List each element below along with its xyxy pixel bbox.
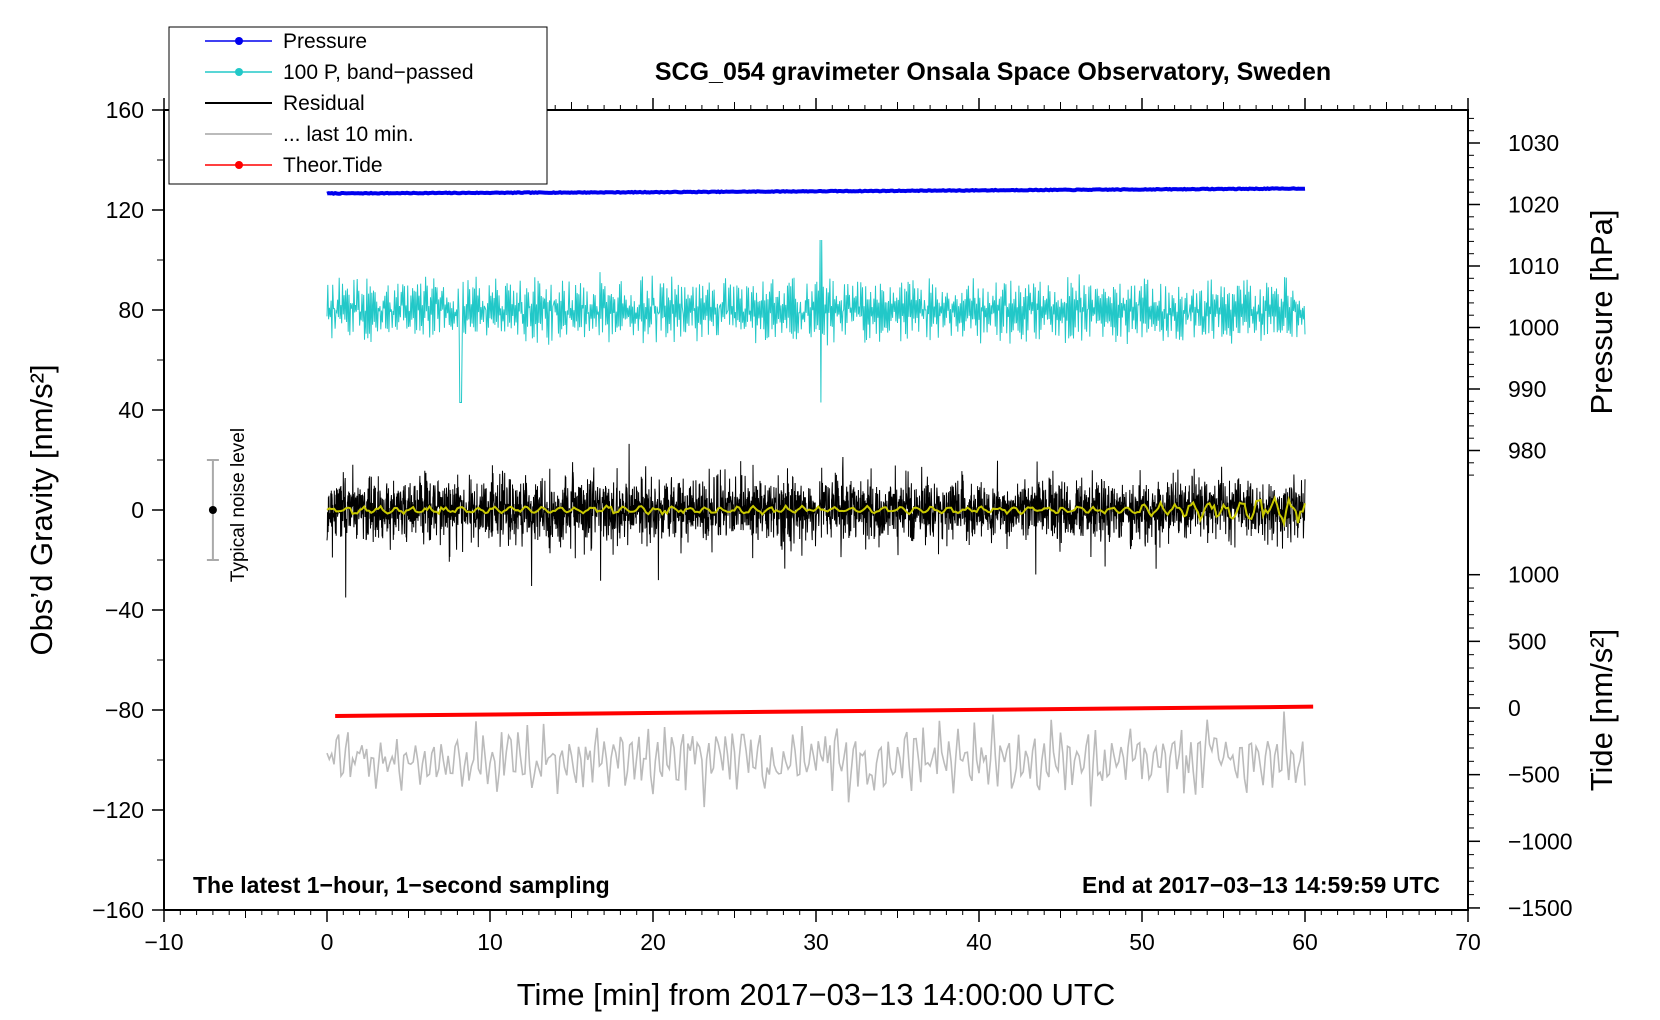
legend-swatch-marker — [235, 37, 243, 45]
series-last-10-min-line — [326, 711, 1306, 808]
x-tick-label: 40 — [966, 929, 992, 955]
series-pressure-line — [326, 186, 1306, 196]
y-left-tick-label: 80 — [118, 297, 144, 323]
x-tick-label: 10 — [477, 929, 503, 955]
x-tick-label: −10 — [144, 929, 183, 955]
pressure-tick-label: 1020 — [1508, 192, 1559, 218]
tide-tick-label: −1000 — [1508, 828, 1573, 854]
x-tick-label: 30 — [803, 929, 829, 955]
y-left-tick-label: 0 — [131, 497, 144, 523]
series-residual-line — [326, 443, 1306, 598]
y-axis-title-pressure: Pressure [hPa] — [1584, 209, 1619, 414]
chart-title: SCG_054 gravimeter Onsala Space Observat… — [655, 58, 1331, 86]
ticks-layer: −10 0 10 20 30 40 50 60 7016012080400−40−80−120−… — [92, 97, 1572, 955]
noise-bar-dot — [208, 506, 217, 514]
series-layer — [326, 186, 1314, 808]
y-left-tick-label: −160 — [92, 897, 144, 923]
pressure-tick-label: 1030 — [1508, 130, 1559, 156]
pressure-tick-label: 1000 — [1508, 315, 1559, 341]
y-left-tick-label: −120 — [92, 797, 144, 823]
tide-tick-label: 1000 — [1508, 562, 1559, 588]
x-tick-label: 50 — [1129, 929, 1155, 955]
pressure-tick-label: 1010 — [1508, 253, 1559, 279]
series-residual-smoothed-line — [326, 495, 1306, 528]
pressure-tick-label: 980 — [1508, 438, 1546, 464]
y-left-tick-label: 160 — [106, 97, 144, 123]
series-bandpassed-line — [326, 239, 1306, 403]
x-tick-label: 60 — [1292, 929, 1318, 955]
tide-tick-label: −1500 — [1508, 895, 1573, 921]
x-tick-label: 0 — [321, 929, 334, 955]
x-axis-title: Time [min] from 2017−03−13 14:00:00 UTC — [517, 977, 1116, 1012]
legend-box — [168, 26, 548, 185]
y-left-tick-label: 40 — [118, 397, 144, 423]
tide-tick-label: 500 — [1508, 628, 1546, 654]
tide-tick-label: 0 — [1508, 695, 1521, 721]
y-left-tick-label: −40 — [105, 597, 144, 623]
x-tick-label: 20 — [640, 929, 666, 955]
note-sampling: The latest 1−hour, 1−second sampling — [193, 872, 610, 898]
y-axis-title-tide: Tide [nm/s²] — [1584, 629, 1619, 792]
legend-swatch-marker — [235, 68, 243, 76]
x-tick-label: 70 — [1455, 929, 1481, 955]
y-axis-title-left: Obs’d Gravity [nm/s²] — [24, 364, 59, 655]
legend-label: Pressure — [283, 30, 367, 53]
tide-tick-label: −500 — [1508, 762, 1560, 788]
legend-label: ... last 10 min. — [283, 123, 414, 146]
noise-label: Typical noise level — [228, 428, 249, 582]
noise-bar — [206, 459, 219, 561]
series-theor-tide-line — [335, 704, 1314, 718]
pressure-tick-label: 990 — [1508, 376, 1546, 402]
legend-label: Residual — [283, 92, 365, 115]
note-end-time: End at 2017−03−13 14:59:59 UTC — [1082, 872, 1440, 898]
y-left-tick-label: −80 — [105, 697, 144, 723]
legend-label: Theor.Tide — [283, 154, 383, 177]
legend-swatch-marker — [235, 161, 243, 169]
y-left-tick-label: 120 — [106, 197, 144, 223]
legend-label: 100 P, band−passed — [283, 61, 474, 84]
legend: Pressure 100 P, band−passed Residual ... la… — [168, 26, 548, 185]
